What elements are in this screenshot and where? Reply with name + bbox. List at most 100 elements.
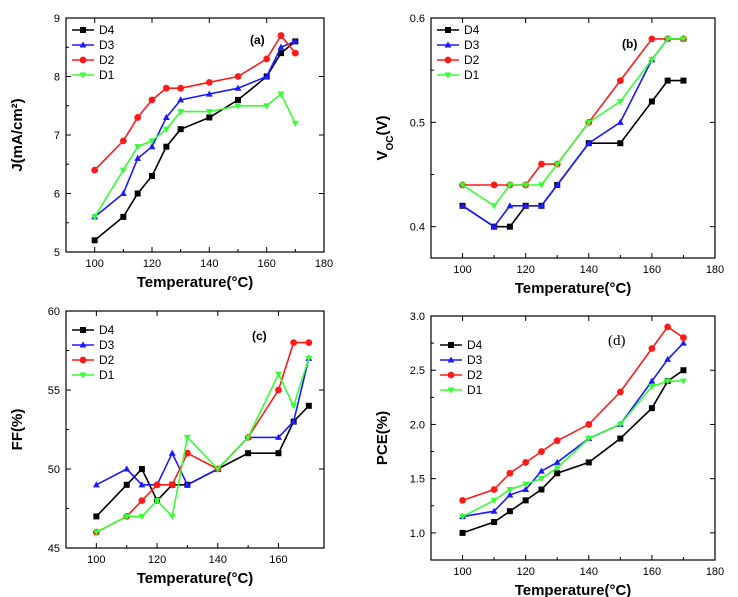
data-point-d4 <box>522 497 529 504</box>
panel-label: (b) <box>622 37 637 51</box>
legend-label: D2 <box>464 53 480 67</box>
data-point-d1 <box>91 214 99 221</box>
legend-label: D2 <box>99 353 115 367</box>
data-point-d4 <box>206 114 213 121</box>
y-tick-label: 60 <box>48 306 60 318</box>
series-d1 <box>459 378 687 521</box>
data-point-d2 <box>234 73 242 80</box>
y-tick-label: 1.5 <box>410 474 425 486</box>
x-tick-label: 180 <box>706 264 724 276</box>
x-tick-label: 120 <box>516 264 534 276</box>
data-point-d3 <box>616 118 624 125</box>
data-point-d2 <box>153 481 161 489</box>
y-tick-label: 45 <box>48 543 60 555</box>
data-point-d4 <box>664 77 671 84</box>
data-point-d2 <box>680 334 687 342</box>
legend-label: D4 <box>99 323 115 337</box>
data-point-d2 <box>490 181 498 189</box>
data-point-d2 <box>616 388 624 396</box>
data-point-d1 <box>664 36 672 43</box>
legend-marker <box>79 356 87 364</box>
legend-marker <box>80 27 86 33</box>
data-point-d4 <box>648 98 655 105</box>
data-point-d2 <box>290 339 298 346</box>
data-point-d1 <box>538 476 545 483</box>
data-point-d3 <box>177 96 185 103</box>
data-point-d3 <box>490 223 498 230</box>
data-point-d2 <box>148 96 156 104</box>
data-point-d3 <box>506 202 514 209</box>
series-d2 <box>459 323 687 504</box>
data-point-d1 <box>616 421 624 429</box>
data-point-d3 <box>277 43 285 50</box>
y-tick-label: 7 <box>54 130 60 142</box>
data-point-d2 <box>119 137 127 145</box>
series-line-d3 <box>94 40 296 218</box>
data-point-d1 <box>522 481 530 488</box>
data-point-d2 <box>553 437 561 445</box>
x-tick-label: 160 <box>257 258 275 270</box>
data-point-d1 <box>275 371 282 378</box>
chart-panel-4: 100 120 140 160 180 1.0 1.5 2.0 2.5 3.0 Temperatur… <box>374 311 724 597</box>
data-point-d2 <box>585 421 593 428</box>
data-point-d1 <box>92 529 100 536</box>
data-point-d2 <box>648 35 656 43</box>
data-point-d1 <box>616 98 624 106</box>
y-tick-label: 2.0 <box>410 419 425 431</box>
data-point-d1 <box>162 126 170 133</box>
x-tick-label: 180 <box>315 258 333 270</box>
legend-marker <box>79 372 87 379</box>
data-point-d1 <box>585 436 593 443</box>
data-point-d4 <box>617 140 624 147</box>
data-point-d1 <box>138 513 146 520</box>
data-point-d2 <box>168 481 176 489</box>
data-point-d3 <box>92 481 100 488</box>
data-point-d3 <box>134 154 142 161</box>
data-point-d4 <box>585 459 592 466</box>
data-point-d4 <box>235 96 241 103</box>
legend-marker <box>444 72 452 79</box>
legend-marker <box>79 41 87 48</box>
x-axis-title: Temperature(°C) <box>515 582 632 597</box>
legend-label: D3 <box>99 338 115 352</box>
data-point-d1 <box>648 383 656 391</box>
series-line-d1 <box>94 92 297 218</box>
y-tick-label: 5 <box>54 247 60 259</box>
x-tick-label: 120 <box>143 258 161 270</box>
data-point-d2 <box>205 78 213 86</box>
series-d3 <box>91 37 299 220</box>
data-point-d1 <box>177 109 185 116</box>
legend-marker <box>447 356 455 363</box>
data-point-d2 <box>162 84 170 92</box>
x-tick-label: 100 <box>453 264 471 276</box>
data-point-d1 <box>680 378 687 385</box>
data-point-d2 <box>91 166 99 174</box>
data-point-d2 <box>291 49 299 57</box>
data-point-d1 <box>459 514 466 521</box>
data-point-d1 <box>153 498 161 505</box>
data-point-d4 <box>123 481 130 488</box>
x-tick-label: 100 <box>87 554 105 566</box>
legend-label: D4 <box>467 338 483 352</box>
data-point-d4 <box>305 402 312 409</box>
data-point-d4 <box>506 508 513 515</box>
legend-label: D2 <box>467 368 483 382</box>
data-point-d2 <box>277 32 285 39</box>
x-tick-label: 120 <box>516 566 534 578</box>
legend-label: D3 <box>464 38 480 52</box>
y-axis-title: VOC(V) <box>374 115 396 160</box>
data-point-d3 <box>138 481 146 488</box>
data-point-d4 <box>278 50 284 57</box>
data-point-d4 <box>91 237 98 244</box>
data-point-d1 <box>205 109 213 116</box>
data-point-d3 <box>680 339 687 346</box>
data-point-d2 <box>138 497 146 504</box>
data-point-d3 <box>522 485 530 493</box>
data-point-d4 <box>93 513 100 520</box>
data-point-d4 <box>491 519 498 526</box>
series-d2 <box>91 32 299 174</box>
plot-frame <box>430 17 716 259</box>
